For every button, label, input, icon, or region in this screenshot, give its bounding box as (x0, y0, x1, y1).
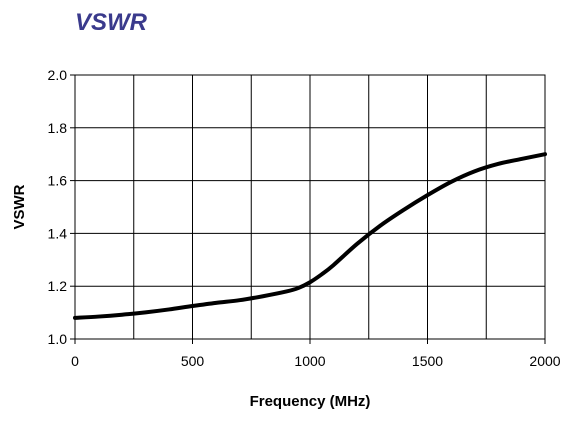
y-tick-label: 2.0 (48, 67, 68, 83)
y-axis-title: VSWR (11, 184, 28, 229)
x-tick-label: 2000 (529, 353, 560, 369)
y-tick-label: 1.6 (48, 173, 68, 189)
y-tick-label: 1.4 (48, 225, 68, 241)
y-tick-label: 1.2 (48, 278, 68, 294)
x-axis-title: Frequency (MHz) (250, 393, 371, 410)
x-tick-label: 0 (71, 353, 79, 369)
x-tick-label: 1000 (294, 353, 325, 369)
tick-labels: 0 500 1000 1500 2000 1.0 1.2 1.4 1.6 1.8 2.0 (48, 67, 561, 369)
x-tick-label: 1500 (412, 353, 443, 369)
y-tick-label: 1.0 (48, 331, 68, 347)
chart-title: VSWR (75, 9, 148, 36)
x-tick-label: 500 (181, 353, 205, 369)
y-tick-label: 1.8 (48, 120, 68, 136)
vswr-series-line (73, 152, 547, 320)
grid-lines (75, 75, 545, 339)
